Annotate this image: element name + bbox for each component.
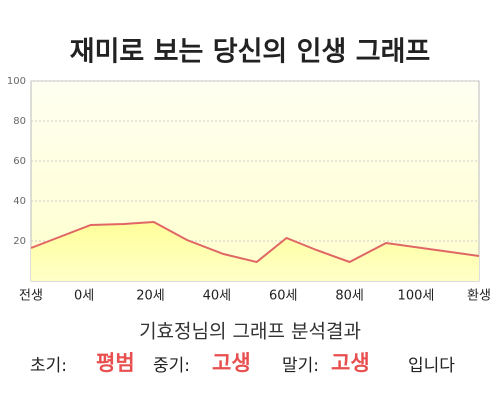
x-tick-label: 100세 bbox=[398, 289, 435, 304]
x-tick-label: 40세 bbox=[203, 289, 232, 304]
x-tick-label: 80세 bbox=[335, 289, 364, 304]
x-tick-label: 0세 bbox=[74, 289, 94, 304]
x-tick-label: 20세 bbox=[136, 289, 165, 304]
middle-label: 중기: bbox=[153, 356, 190, 376]
analysis-heading: 기효정님의 그래프 분석결과 bbox=[139, 321, 361, 343]
y-tick-label: 60 bbox=[13, 156, 26, 167]
chart-title: 재미로 보는 당신의 인생 그래프 bbox=[70, 37, 431, 68]
x-tick-label: 전생 bbox=[19, 289, 43, 304]
y-tick-label: 80 bbox=[13, 116, 26, 127]
early-result: 평범 bbox=[96, 351, 135, 375]
y-tick-label: 20 bbox=[13, 236, 26, 247]
late-result: 고생 bbox=[331, 351, 370, 375]
area-fill bbox=[31, 222, 479, 281]
y-tick-label: 40 bbox=[13, 196, 26, 207]
late-label: 말기: bbox=[282, 356, 319, 376]
x-tick-label: 60세 bbox=[269, 289, 298, 304]
ending: 입니다 bbox=[408, 356, 455, 376]
x-tick-label: 환생 bbox=[467, 289, 491, 304]
middle-result: 고생 bbox=[212, 351, 251, 375]
early-label: 초기: bbox=[30, 356, 67, 376]
life-line bbox=[30, 220, 480, 264]
y-tick-label: 100 bbox=[7, 76, 26, 87]
